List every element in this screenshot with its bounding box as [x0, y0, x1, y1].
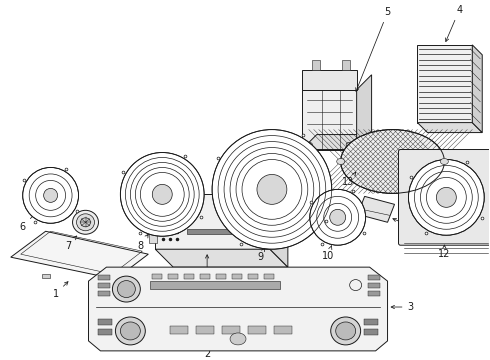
- Text: 7: 7: [66, 236, 76, 251]
- Text: 11: 11: [393, 219, 420, 232]
- Text: 5: 5: [356, 7, 391, 91]
- Bar: [232, 274, 242, 279]
- Ellipse shape: [44, 188, 58, 202]
- Text: 10: 10: [321, 246, 334, 261]
- Polygon shape: [312, 60, 320, 70]
- Polygon shape: [155, 249, 288, 267]
- Polygon shape: [472, 45, 482, 132]
- Ellipse shape: [441, 158, 448, 165]
- Bar: [368, 291, 380, 296]
- Bar: [248, 326, 266, 334]
- Ellipse shape: [121, 322, 140, 340]
- FancyBboxPatch shape: [398, 149, 490, 245]
- Polygon shape: [358, 196, 394, 222]
- Ellipse shape: [212, 130, 332, 249]
- Text: 8: 8: [137, 234, 148, 251]
- Polygon shape: [302, 135, 371, 149]
- Bar: [222, 326, 240, 334]
- Bar: [42, 274, 49, 278]
- Ellipse shape: [179, 218, 187, 225]
- Bar: [368, 283, 380, 288]
- Text: 3: 3: [391, 302, 414, 312]
- Bar: [184, 274, 194, 279]
- Ellipse shape: [80, 218, 91, 227]
- Ellipse shape: [310, 189, 366, 245]
- Bar: [98, 275, 110, 280]
- Text: 1: 1: [52, 282, 68, 299]
- Polygon shape: [417, 45, 472, 123]
- Bar: [216, 274, 226, 279]
- Bar: [187, 229, 259, 234]
- Polygon shape: [302, 70, 357, 90]
- Bar: [98, 329, 112, 335]
- Bar: [364, 329, 378, 335]
- Text: 9: 9: [257, 248, 265, 262]
- Ellipse shape: [73, 210, 98, 234]
- Bar: [98, 283, 110, 288]
- Ellipse shape: [257, 175, 287, 204]
- Bar: [264, 274, 274, 279]
- Ellipse shape: [76, 214, 95, 231]
- Bar: [168, 274, 178, 279]
- Text: 12: 12: [438, 245, 450, 259]
- Polygon shape: [342, 60, 350, 70]
- Ellipse shape: [437, 188, 456, 207]
- Polygon shape: [89, 267, 388, 351]
- Ellipse shape: [337, 158, 344, 165]
- Bar: [368, 275, 380, 280]
- Ellipse shape: [121, 153, 204, 236]
- Polygon shape: [417, 123, 482, 132]
- Ellipse shape: [118, 280, 135, 298]
- Polygon shape: [357, 75, 371, 149]
- Bar: [150, 281, 280, 289]
- Text: 13: 13: [343, 172, 356, 188]
- Bar: [196, 326, 214, 334]
- Polygon shape: [270, 194, 288, 267]
- Bar: [200, 274, 210, 279]
- Ellipse shape: [409, 159, 484, 235]
- Polygon shape: [11, 231, 148, 279]
- Bar: [274, 326, 292, 334]
- Bar: [98, 319, 112, 325]
- Bar: [149, 231, 157, 243]
- Bar: [170, 326, 188, 334]
- Ellipse shape: [336, 322, 356, 340]
- Bar: [97, 274, 104, 278]
- Ellipse shape: [230, 333, 246, 345]
- Bar: [364, 319, 378, 325]
- Ellipse shape: [23, 167, 78, 223]
- Ellipse shape: [152, 184, 172, 204]
- Text: 4: 4: [445, 5, 463, 41]
- Bar: [98, 291, 110, 296]
- Polygon shape: [155, 194, 270, 249]
- Ellipse shape: [330, 209, 345, 225]
- Ellipse shape: [341, 130, 444, 193]
- Bar: [248, 274, 258, 279]
- Text: 6: 6: [20, 212, 36, 232]
- Text: 2: 2: [204, 255, 210, 359]
- Ellipse shape: [331, 317, 361, 345]
- Polygon shape: [302, 90, 357, 149]
- Ellipse shape: [116, 317, 146, 345]
- Bar: [152, 274, 162, 279]
- Ellipse shape: [112, 276, 140, 302]
